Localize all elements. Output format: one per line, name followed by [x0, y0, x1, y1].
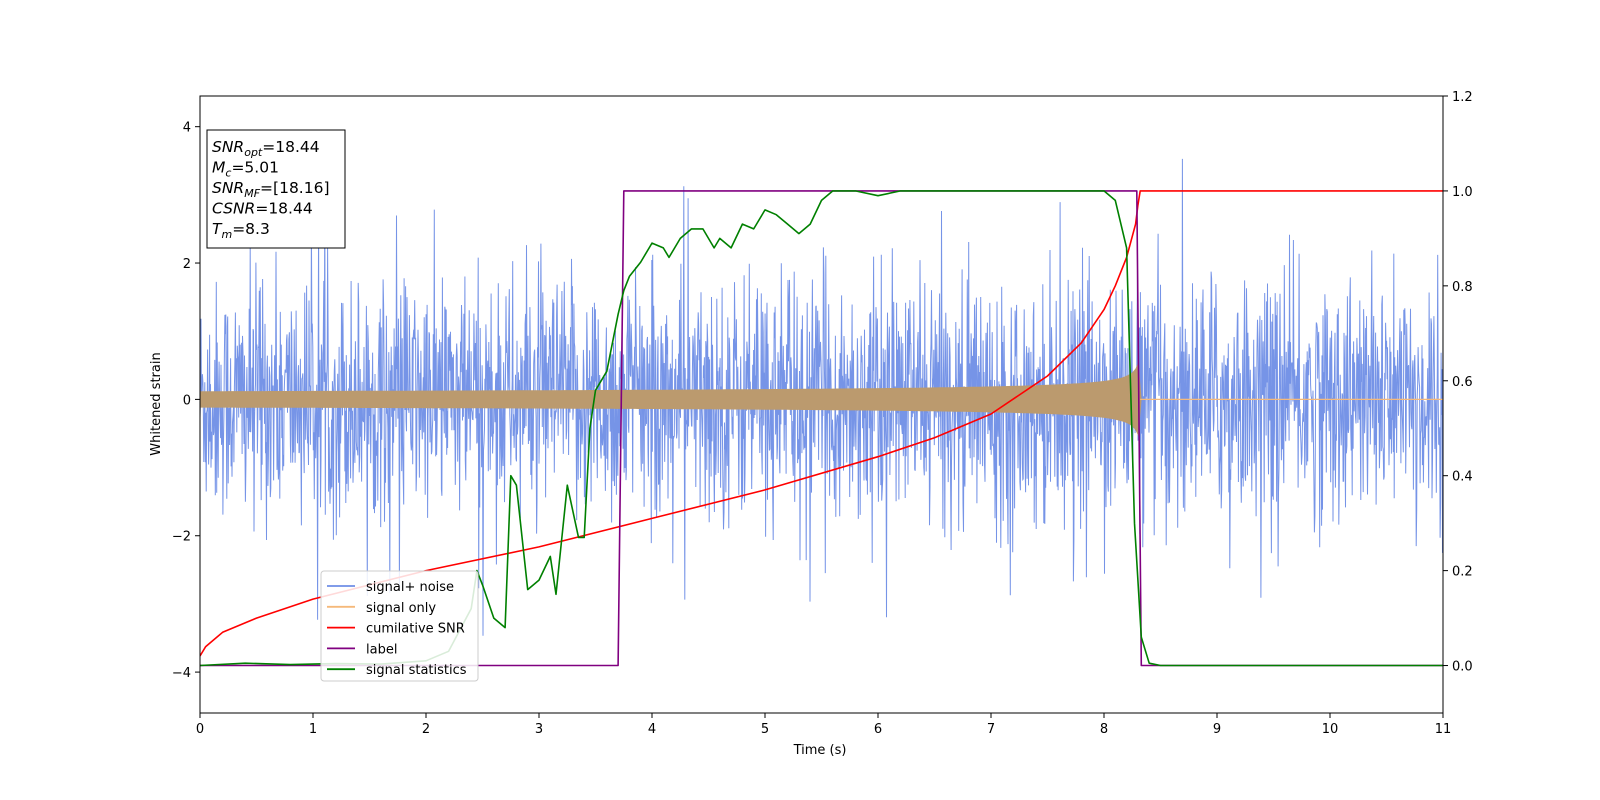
annotation-line: SNRopt=18.44 [212, 138, 320, 159]
annotation-line: Tm=8.3 [212, 220, 270, 241]
legend-label: label [366, 642, 397, 657]
x-axis-label: Time (s) [793, 743, 847, 758]
signal-plus-noise-line [200, 158, 1443, 636]
y2-tick-label: 1.0 [1452, 185, 1473, 200]
right-axis-series [200, 190, 1443, 667]
y-tick-label: −4 [172, 666, 191, 681]
y-axis-label: Whitened strain [149, 352, 164, 455]
y2-tick-label: 0.4 [1452, 470, 1473, 485]
x-axis: 0 1 2 3 4 5 6 7 8 9 10 11 [196, 713, 1451, 737]
annotation-line: SNRMF=[18.16] [212, 179, 330, 200]
y-axis-left: −4 −2 0 2 4 [172, 121, 200, 681]
y-tick-label: 4 [183, 121, 191, 136]
parameter-annotation-box: SNRopt=18.44Mc=5.01SNRMF=[18.16]CSNR=18.… [206, 129, 346, 249]
plot-area [200, 158, 1443, 667]
x-tick-label: 5 [761, 722, 769, 737]
legend-label: cumilative SNR [366, 622, 465, 637]
y2-tick-label: 0.0 [1452, 660, 1473, 675]
y2-tick-label: 0.8 [1452, 280, 1473, 295]
y2-tick-label: 0.6 [1452, 375, 1473, 390]
x-tick-label: 9 [1213, 722, 1221, 737]
annotation-line: Mc=5.01 [212, 159, 279, 180]
x-tick-label: 1 [309, 722, 317, 737]
x-tick-label: 3 [535, 722, 543, 737]
annotation-line: CSNR=18.44 [212, 200, 313, 218]
x-tick-label: 0 [196, 722, 204, 737]
x-tick-label: 7 [987, 722, 995, 737]
x-tick-label: 8 [1100, 722, 1108, 737]
legend-label: signal statistics [366, 663, 467, 678]
cumilative-snrline [200, 190, 1443, 657]
y2-tick-label: 1.2 [1452, 90, 1473, 105]
signal-statisticsline [200, 190, 1443, 667]
x-tick-label: 2 [422, 722, 430, 737]
y-tick-label: 2 [183, 257, 191, 272]
legend: signal+ noise signal only cumilative SNR la… [320, 570, 479, 682]
y-tick-label: 0 [183, 393, 191, 408]
x-tick-label: 11 [1435, 722, 1452, 737]
x-tick-label: 4 [648, 722, 656, 737]
x-tick-label: 6 [874, 722, 882, 737]
signal-plus-noise-series [200, 158, 1443, 636]
y2-tick-label: 0.2 [1452, 565, 1473, 580]
y-axis-right: 0.0 0.2 0.4 0.6 0.8 1.0 1.2 [1443, 90, 1473, 675]
plot-frame [199, 95, 1444, 714]
y-tick-label: −2 [172, 530, 191, 545]
legend-label: signal only [366, 601, 436, 616]
x-tick-label: 10 [1322, 722, 1339, 737]
legend-label: signal+ noise [366, 580, 454, 595]
